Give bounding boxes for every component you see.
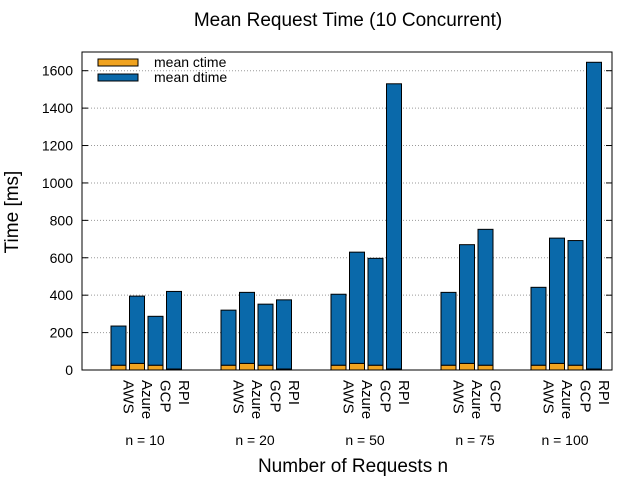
bar-dtime bbox=[367, 257, 384, 366]
category-label: GCP bbox=[267, 380, 284, 413]
bar-ctime bbox=[220, 364, 237, 371]
bar-ctime bbox=[567, 364, 584, 371]
bar-ctime bbox=[530, 364, 547, 371]
bar-ctime bbox=[477, 364, 494, 371]
bar-dtime bbox=[276, 299, 292, 370]
category-label: GCP bbox=[487, 380, 504, 413]
bar-dtime bbox=[440, 291, 457, 366]
category-label: AWS bbox=[450, 380, 467, 414]
bar-ctime bbox=[440, 364, 457, 371]
legend-label-ctime: mean ctime bbox=[154, 54, 227, 70]
y-axis-title: Time [ms] bbox=[2, 171, 23, 254]
bar-ctime bbox=[239, 362, 255, 371]
y-axis-ticks: 0 200 400 600 800 1000 1200 1400 1600 bbox=[42, 63, 612, 378]
category-label: Azure bbox=[358, 380, 375, 419]
bar-dtime bbox=[257, 303, 274, 366]
legend-label-dtime: mean dtime bbox=[154, 69, 227, 85]
bar-ctime bbox=[330, 364, 347, 371]
category-label: RPI bbox=[175, 380, 192, 405]
bar-dtime bbox=[110, 325, 127, 366]
category-label: GCP bbox=[577, 380, 594, 413]
y-tick-label: 0 bbox=[65, 362, 73, 378]
bar-dtime bbox=[477, 228, 494, 366]
group-label: n = 20 bbox=[235, 432, 275, 448]
bar-dtime bbox=[586, 61, 602, 370]
category-label: Azure bbox=[138, 380, 155, 419]
chart-title: Mean Request Time (10 Concurrent) bbox=[194, 10, 502, 31]
legend-swatch-dtime bbox=[97, 73, 139, 82]
y-tick-label: 400 bbox=[50, 287, 74, 303]
category-label: GCP bbox=[157, 380, 174, 413]
group-labels: n = 10 n = 20 n = 50 n = 75 n = 100 bbox=[125, 432, 588, 448]
category-label: AWS bbox=[120, 380, 137, 414]
legend-swatch-ctime bbox=[97, 58, 139, 67]
y-tick-label: 1600 bbox=[42, 63, 73, 79]
bar-dtime bbox=[386, 83, 402, 370]
bar-dtime bbox=[147, 315, 164, 366]
category-label: RPI bbox=[395, 380, 412, 405]
y-tick-label: 200 bbox=[50, 325, 74, 341]
category-label: RPI bbox=[285, 380, 302, 405]
bar-ctime bbox=[367, 364, 384, 371]
bar-dtime bbox=[549, 237, 565, 364]
bar-ctime bbox=[257, 364, 274, 371]
y-tick-label: 1000 bbox=[42, 175, 73, 191]
bar-dtime bbox=[330, 293, 347, 366]
bar-ctime bbox=[110, 364, 127, 371]
category-label: RPI bbox=[595, 380, 612, 405]
category-label: Azure bbox=[248, 380, 265, 419]
bar-dtime bbox=[567, 240, 584, 366]
bar-ctime bbox=[459, 362, 475, 371]
x-axis-title: Number of Requests n bbox=[258, 456, 448, 477]
bar-dtime bbox=[129, 295, 145, 364]
category-labels: AWS Azure GCP RPI AWS Azure GCP RPI AWS Azure GCP R… bbox=[120, 380, 613, 419]
bar-ctime bbox=[549, 362, 565, 371]
category-label: Azure bbox=[558, 380, 575, 419]
category-label: Azure bbox=[468, 380, 485, 419]
bars bbox=[110, 61, 602, 371]
plot-frame bbox=[81, 51, 613, 371]
bar-dtime bbox=[349, 251, 365, 364]
bar-dtime bbox=[239, 291, 255, 364]
y-tick-label: 1400 bbox=[42, 100, 73, 116]
bar-dtime bbox=[220, 309, 237, 366]
bar-dtime bbox=[459, 244, 475, 364]
bar-ctime bbox=[147, 364, 164, 371]
grid-lines bbox=[82, 70, 612, 334]
bar-ctime bbox=[349, 362, 365, 371]
category-label: GCP bbox=[377, 380, 394, 413]
y-tick-label: 1200 bbox=[42, 138, 73, 154]
bar-dtime bbox=[166, 290, 182, 370]
category-label: AWS bbox=[230, 380, 247, 414]
group-label: n = 10 bbox=[125, 432, 165, 448]
category-label: AWS bbox=[340, 380, 357, 414]
group-label: n = 75 bbox=[455, 432, 495, 448]
bar-dtime bbox=[530, 286, 547, 366]
category-label: AWS bbox=[540, 380, 557, 414]
bar-ctime bbox=[129, 362, 145, 371]
group-label: n = 100 bbox=[541, 432, 588, 448]
group-label: n = 50 bbox=[345, 432, 385, 448]
y-tick-label: 800 bbox=[50, 212, 74, 228]
y-tick-label: 600 bbox=[50, 250, 74, 266]
